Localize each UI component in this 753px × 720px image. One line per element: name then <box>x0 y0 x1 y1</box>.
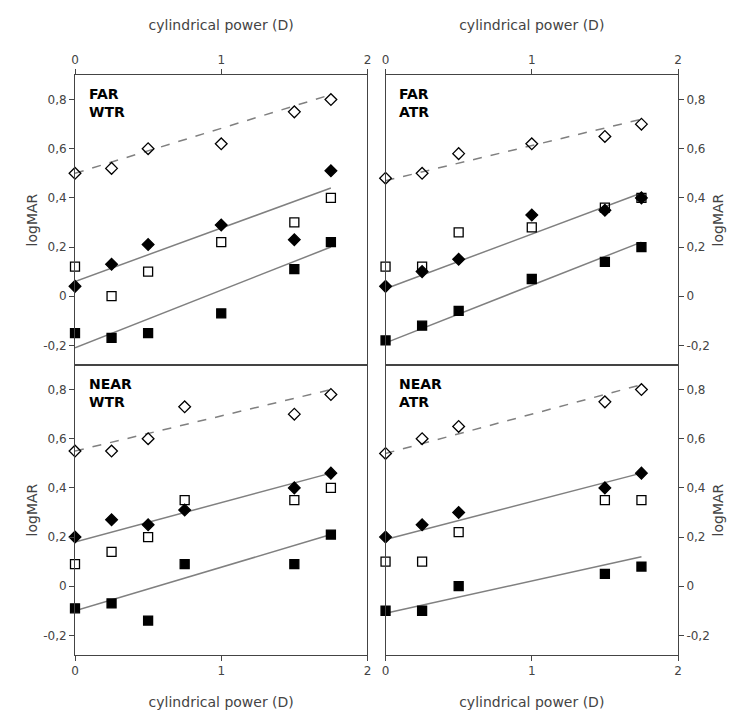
svg-text:cylindrical power (D): cylindrical power (D) <box>459 17 604 33</box>
svg-text:logMAR: logMAR <box>24 483 40 536</box>
svg-text:0,4: 0,4 <box>48 191 67 205</box>
svg-text:0: 0 <box>71 664 79 678</box>
svg-text:0: 0 <box>686 289 694 303</box>
svg-text:0,8: 0,8 <box>686 93 705 107</box>
svg-text:0,8: 0,8 <box>48 93 67 107</box>
svg-text:1: 1 <box>217 664 225 678</box>
svg-text:1: 1 <box>217 53 225 67</box>
svg-text:0: 0 <box>71 53 79 67</box>
svg-text:-0,2: -0,2 <box>43 629 66 643</box>
svg-text:-0,2: -0,2 <box>686 629 709 643</box>
svg-text:1: 1 <box>528 53 536 67</box>
svg-text:NEARATR: NEARATR <box>399 376 442 410</box>
svg-text:-0,2: -0,2 <box>43 339 66 353</box>
svg-text:0,6: 0,6 <box>686 142 705 156</box>
svg-text:0,6: 0,6 <box>48 142 67 156</box>
svg-text:cylindrical power (D): cylindrical power (D) <box>459 694 604 710</box>
svg-text:0: 0 <box>382 664 390 678</box>
svg-text:FARWTR: FARWTR <box>89 86 125 120</box>
svg-text:2: 2 <box>674 53 682 67</box>
svg-text:1: 1 <box>528 664 536 678</box>
svg-text:logMAR: logMAR <box>710 483 726 536</box>
svg-text:0,2: 0,2 <box>686 530 705 544</box>
svg-text:logMAR: logMAR <box>710 193 726 246</box>
svg-text:0,4: 0,4 <box>48 481 67 495</box>
svg-text:0,2: 0,2 <box>686 240 705 254</box>
svg-text:cylindrical power (D): cylindrical power (D) <box>149 694 294 710</box>
svg-text:0,4: 0,4 <box>686 481 705 495</box>
svg-text:0: 0 <box>59 289 67 303</box>
svg-text:0,4: 0,4 <box>686 191 705 205</box>
svg-text:0: 0 <box>59 579 67 593</box>
svg-text:2: 2 <box>364 53 372 67</box>
svg-text:0,6: 0,6 <box>686 432 705 446</box>
svg-text:2: 2 <box>674 664 682 678</box>
svg-text:0,2: 0,2 <box>48 240 67 254</box>
svg-text:logMAR: logMAR <box>24 193 40 246</box>
svg-text:FARATR: FARATR <box>399 86 429 120</box>
svg-text:0: 0 <box>382 53 390 67</box>
svg-text:-0,2: -0,2 <box>686 339 709 353</box>
svg-text:2: 2 <box>364 664 372 678</box>
svg-text:0,8: 0,8 <box>48 383 67 397</box>
svg-text:0,8: 0,8 <box>686 383 705 397</box>
svg-text:0,6: 0,6 <box>48 432 67 446</box>
svg-text:NEARWTR: NEARWTR <box>89 376 132 410</box>
svg-text:cylindrical power (D): cylindrical power (D) <box>149 17 294 33</box>
svg-text:0,2: 0,2 <box>48 530 67 544</box>
svg-text:0: 0 <box>686 579 694 593</box>
